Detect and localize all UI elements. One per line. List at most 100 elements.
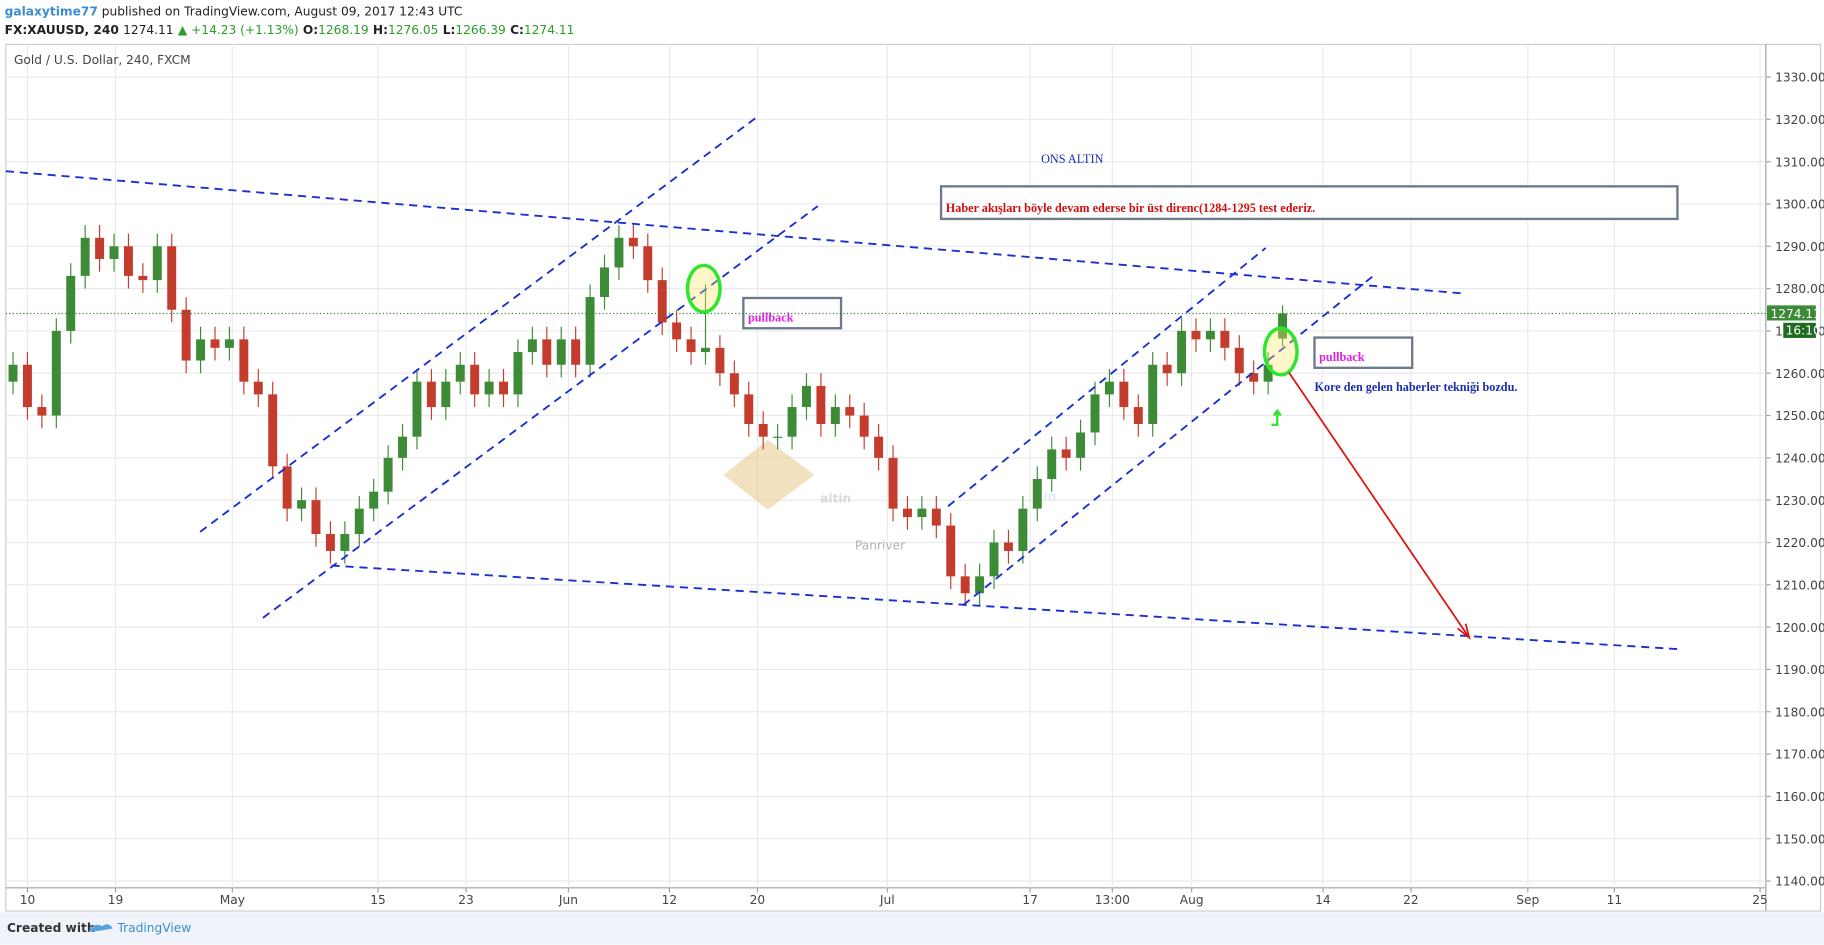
x-tick-label: 25 xyxy=(1752,893,1768,907)
trend-line xyxy=(947,247,1267,507)
candle-body xyxy=(412,381,422,437)
header-line-2: FX:XAUUSD, 240 1274.11 ▲ +14.23 (+1.13%)… xyxy=(5,23,575,37)
c: 1274.11 xyxy=(524,23,574,37)
candle-body xyxy=(975,576,985,594)
candle-body xyxy=(513,352,523,395)
watermark-main: altin xyxy=(820,492,851,506)
candle-body xyxy=(484,381,494,395)
l-label: L: xyxy=(443,23,456,37)
candle-body xyxy=(470,364,480,395)
arrow-head xyxy=(1457,623,1471,640)
y-tick-label: 1180.00 xyxy=(1775,705,1824,719)
candle-body xyxy=(340,534,350,551)
candle-body xyxy=(37,407,47,416)
watermark-logo xyxy=(723,439,815,510)
candle-body xyxy=(744,394,754,424)
candle-body xyxy=(8,364,18,382)
candle-body xyxy=(1234,347,1244,374)
candle-body xyxy=(614,237,624,268)
forecast-arrow xyxy=(1288,371,1470,639)
x-tick-label: 14 xyxy=(1315,893,1331,907)
trend-line xyxy=(962,272,1377,606)
candle-body xyxy=(383,457,393,492)
candle-body xyxy=(643,246,653,281)
candle-body xyxy=(946,525,956,577)
last: 1274.11 xyxy=(123,23,173,37)
candle-body xyxy=(845,407,855,416)
candle-body xyxy=(1205,330,1215,340)
candle-body xyxy=(1003,542,1013,551)
x-tick-label: 17 xyxy=(1022,893,1038,907)
candle-body xyxy=(224,339,234,348)
candle-body xyxy=(80,237,90,276)
candle-body xyxy=(816,385,826,424)
candles xyxy=(8,225,1288,606)
candle-body xyxy=(210,339,220,348)
published: published on TradingView.com, August 09,… xyxy=(102,4,463,18)
l: 1266.39 xyxy=(455,23,505,37)
candle-body xyxy=(527,339,537,353)
y-tick-label: 1240.00 xyxy=(1775,452,1824,466)
trend-line xyxy=(331,564,1681,651)
x-tick-label: 19 xyxy=(108,893,124,907)
candle-body xyxy=(1162,364,1172,374)
x-tick-label: 13:00 xyxy=(1095,893,1130,907)
watermark-suffix: .in xyxy=(1039,489,1057,503)
candle-body xyxy=(95,237,105,259)
o-label: O: xyxy=(303,23,318,37)
y-tick-label: 1210.00 xyxy=(1775,578,1824,592)
candle-body xyxy=(686,339,696,353)
candle-body xyxy=(282,466,292,509)
candle-body xyxy=(1119,381,1129,408)
candle-body xyxy=(22,364,32,408)
x-tick-label: 22 xyxy=(1403,893,1419,907)
footer-created: Created with xyxy=(7,921,96,935)
change: ▲ +14.23 (+1.13%) xyxy=(178,23,299,37)
candle-body xyxy=(1191,330,1201,340)
y-tick-label: 1140.00 xyxy=(1775,875,1824,889)
candle-body xyxy=(1263,364,1273,382)
annotation-forecast: Haber akışları böyle devam ederse bir üs… xyxy=(946,201,1315,215)
chart-title: Gold / U.S. Dollar, 240, FXCM xyxy=(14,53,191,67)
candle-body xyxy=(1018,508,1028,551)
candle-body xyxy=(556,339,566,365)
countdown-tag xyxy=(1783,322,1816,338)
candle-body xyxy=(354,508,364,535)
x-tick-label: 20 xyxy=(750,893,766,907)
candle-body xyxy=(917,508,927,518)
candle-body xyxy=(657,280,667,323)
user[interactable]: galaxytime77 xyxy=(5,4,98,18)
x-tick-label: Sep xyxy=(1516,893,1539,907)
c-label: C: xyxy=(510,23,524,37)
footer-brand[interactable]: TradingView xyxy=(116,921,191,935)
up-arrow xyxy=(1271,408,1282,426)
candle-body xyxy=(931,508,941,526)
candle-body xyxy=(1047,449,1057,480)
x-tick-label: 12 xyxy=(662,893,678,907)
y-tick-label: 1160.00 xyxy=(1775,790,1824,804)
y-tick-label: 1150.00 xyxy=(1775,832,1824,846)
y-tick-label: 1300.00 xyxy=(1775,198,1824,212)
x-tick-label: 15 xyxy=(370,893,386,907)
candle-body xyxy=(585,297,595,365)
candle-body xyxy=(426,381,436,408)
x-tick-label: May xyxy=(220,893,245,907)
candle-body xyxy=(123,246,133,276)
candle-body xyxy=(773,436,783,438)
annotation-pullback: pullback xyxy=(748,310,794,324)
candle-body xyxy=(297,500,307,509)
x-tick-label: Jul xyxy=(879,893,895,907)
watermark: altin .in Panriver xyxy=(723,439,1057,552)
last-price-label: 1274.11 xyxy=(1770,307,1820,321)
candle-body xyxy=(181,309,191,361)
candle-body xyxy=(628,237,638,247)
y-tick-label: 1230.00 xyxy=(1775,494,1824,508)
annotation-pullback: pullback xyxy=(1319,350,1365,364)
annotation-box xyxy=(939,185,1679,221)
candle-body xyxy=(239,339,249,382)
x-tick-label: Aug xyxy=(1180,893,1204,907)
y-tick-label: 1280.00 xyxy=(1775,282,1824,296)
candle-body xyxy=(960,576,970,594)
candle-body xyxy=(1090,394,1100,433)
